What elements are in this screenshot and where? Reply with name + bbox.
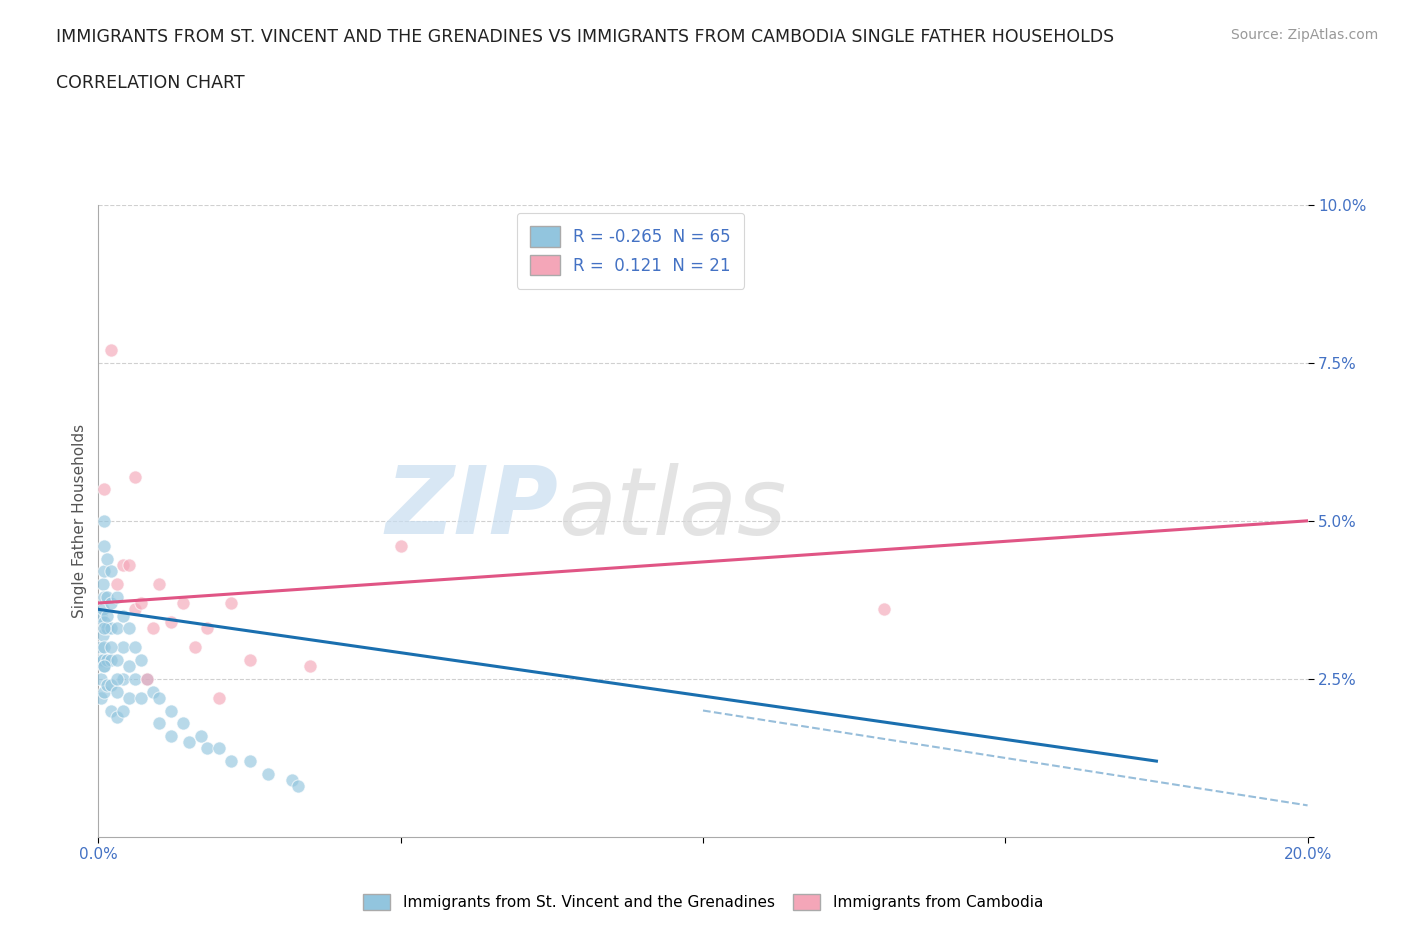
Point	[281, 773, 304, 788]
Point	[100, 564, 122, 578]
Text: ZIP: ZIP	[385, 462, 558, 554]
Point	[299, 658, 322, 673]
Point	[239, 653, 262, 668]
Point	[129, 653, 152, 668]
Point	[148, 577, 170, 591]
Point	[93, 564, 115, 578]
Text: Source: ZipAtlas.com: Source: ZipAtlas.com	[1230, 28, 1378, 42]
Point	[111, 640, 134, 655]
Point	[105, 653, 128, 668]
Point	[118, 621, 141, 636]
Point	[135, 671, 157, 686]
Point	[96, 653, 118, 668]
Point	[124, 602, 146, 617]
Point	[142, 621, 165, 636]
Point	[111, 608, 134, 623]
Point	[96, 678, 118, 693]
Point	[256, 766, 278, 781]
Point	[91, 627, 114, 642]
Point	[111, 671, 134, 686]
Point	[124, 469, 146, 484]
Point	[129, 595, 152, 610]
Point	[389, 538, 412, 553]
Point	[105, 590, 128, 604]
Point	[208, 690, 231, 705]
Point	[105, 710, 128, 724]
Point	[100, 640, 122, 655]
Point	[90, 653, 112, 668]
Point	[100, 653, 122, 668]
Point	[195, 621, 218, 636]
Point	[148, 690, 170, 705]
Text: CORRELATION CHART: CORRELATION CHART	[56, 74, 245, 92]
Point	[93, 538, 115, 553]
Point	[96, 621, 118, 636]
Point	[100, 342, 122, 357]
Point	[93, 640, 115, 655]
Point	[177, 735, 201, 750]
Point	[90, 671, 112, 686]
Legend: Immigrants from St. Vincent and the Grenadines, Immigrants from Cambodia: Immigrants from St. Vincent and the Gren…	[356, 886, 1050, 918]
Point	[105, 671, 128, 686]
Point	[142, 684, 165, 699]
Point	[93, 513, 115, 528]
Point	[160, 703, 183, 718]
Point	[129, 690, 152, 705]
Legend: R = -0.265  N = 65, R =  0.121  N = 21: R = -0.265 N = 65, R = 0.121 N = 21	[516, 213, 744, 288]
Text: IMMIGRANTS FROM ST. VINCENT AND THE GRENADINES VS IMMIGRANTS FROM CAMBODIA SINGL: IMMIGRANTS FROM ST. VINCENT AND THE GREN…	[56, 28, 1115, 46]
Point	[100, 621, 122, 636]
Text: atlas: atlas	[558, 462, 786, 553]
Y-axis label: Single Father Households: Single Father Households	[72, 424, 87, 618]
Point	[195, 741, 218, 756]
Point	[96, 590, 118, 604]
Point	[172, 716, 194, 731]
Point	[93, 621, 115, 636]
Point	[90, 640, 112, 655]
Point	[118, 690, 141, 705]
Point	[287, 779, 309, 794]
Point	[160, 728, 183, 743]
Point	[100, 595, 122, 610]
Point	[239, 753, 262, 768]
Point	[93, 658, 115, 673]
Point	[124, 671, 146, 686]
Point	[93, 482, 115, 497]
Point	[90, 690, 112, 705]
Point	[91, 577, 114, 591]
Point	[111, 558, 134, 573]
Point	[148, 716, 170, 731]
Point	[160, 615, 183, 630]
Point	[118, 558, 141, 573]
Point	[105, 621, 128, 636]
Point	[221, 753, 243, 768]
Point	[105, 684, 128, 699]
Point	[873, 602, 896, 617]
Point	[96, 551, 118, 566]
Point	[91, 602, 114, 617]
Point	[90, 608, 112, 623]
Point	[118, 658, 141, 673]
Point	[124, 640, 146, 655]
Point	[208, 741, 231, 756]
Point	[190, 728, 212, 743]
Point	[100, 703, 122, 718]
Point	[91, 653, 114, 668]
Point	[172, 595, 194, 610]
Point	[96, 608, 118, 623]
Point	[93, 590, 115, 604]
Point	[93, 684, 115, 699]
Point	[105, 577, 128, 591]
Point	[184, 640, 207, 655]
Point	[93, 615, 115, 630]
Point	[93, 658, 115, 673]
Point	[111, 703, 134, 718]
Point	[100, 678, 122, 693]
Point	[221, 595, 243, 610]
Point	[135, 671, 157, 686]
